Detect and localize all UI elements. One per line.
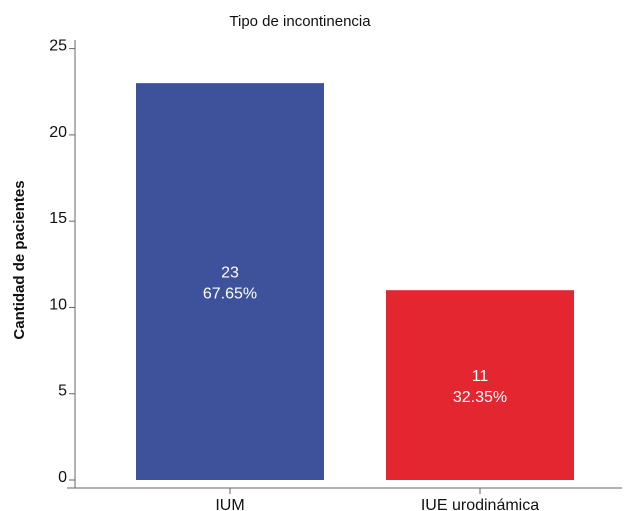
x-tick-label: IUE urodinámica <box>421 497 539 511</box>
y-tick-label: 20 <box>49 124 67 141</box>
bar <box>136 83 324 480</box>
y-tick-label: 5 <box>58 383 67 400</box>
y-tick-label: 10 <box>49 296 67 313</box>
y-axis: 0 5 10 15 20 25 <box>49 38 76 488</box>
x-tick-label: IUM <box>215 497 244 511</box>
x-axis: IUM IUE urodinámica <box>67 487 622 511</box>
data-labels: 23 67.65% 11 32.35% <box>203 265 507 407</box>
bar-value-label: 11 <box>472 368 489 385</box>
y-tick-label: 0 <box>58 469 67 486</box>
bars <box>136 83 574 480</box>
bar-percent-label: 32.35% <box>453 389 507 406</box>
bar-percent-label: 67.65% <box>203 286 257 303</box>
y-tick-label: 15 <box>49 210 67 227</box>
y-axis-label: Cantidad de pacientes <box>11 180 28 339</box>
chart-title: Tipo de incontinencia <box>229 13 371 30</box>
bar-value-label: 23 <box>221 265 239 282</box>
y-tick-label: 25 <box>49 38 67 55</box>
bar <box>386 290 574 480</box>
